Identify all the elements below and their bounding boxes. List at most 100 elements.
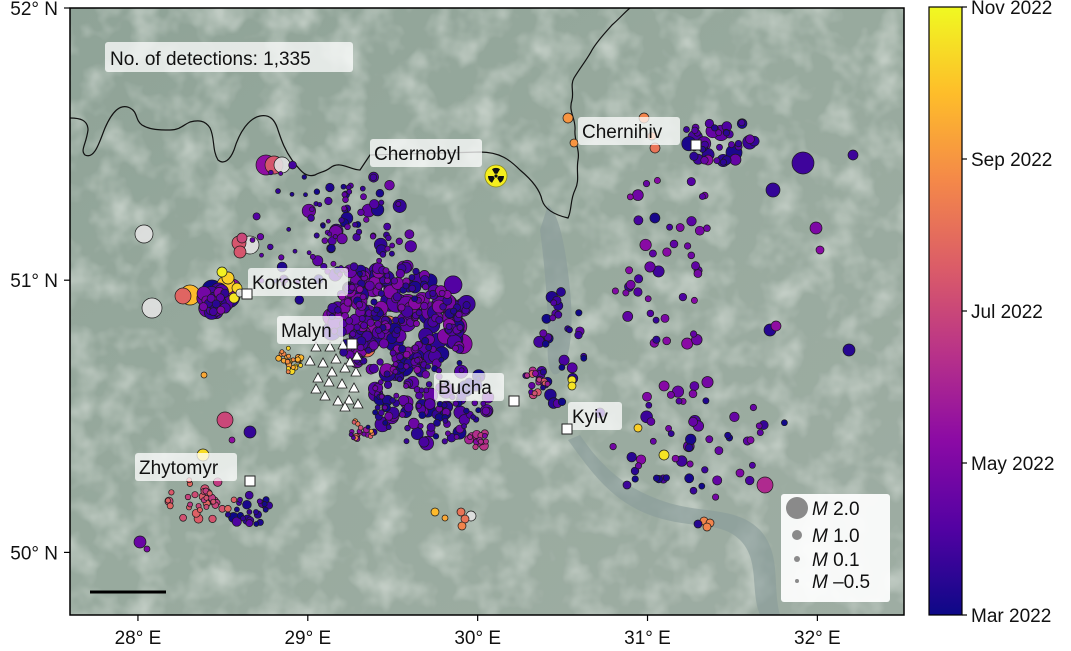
station-triangle-icon	[324, 341, 336, 352]
detection-point	[461, 423, 467, 430]
detection-point	[256, 233, 265, 241]
detection-point	[402, 350, 411, 359]
detection-point	[575, 309, 583, 317]
detection-point	[378, 199, 385, 206]
detection-point	[256, 498, 263, 505]
place-label-text: Chernihiv	[582, 122, 663, 143]
detection-point	[368, 340, 379, 351]
detection-point	[358, 315, 366, 323]
detection-point	[376, 257, 382, 264]
detection-point	[660, 314, 670, 323]
detection-point	[633, 215, 644, 226]
detection-point	[389, 349, 397, 357]
detection-point	[233, 245, 247, 259]
place-bucha: Bucha	[434, 373, 520, 407]
detection-point	[408, 274, 416, 281]
detection-point	[745, 134, 755, 144]
detection-point	[441, 438, 448, 445]
detection-point	[359, 293, 367, 301]
detection-point	[384, 411, 394, 421]
magnitude-marker-icon	[792, 530, 802, 540]
detection-point	[539, 368, 547, 376]
detection-point	[397, 303, 406, 312]
detections-count-box: No. of detections: 1,335	[105, 42, 353, 72]
detection-point	[396, 353, 404, 361]
y-tick-label: 50° N	[10, 543, 58, 564]
detection-point	[278, 254, 285, 261]
detection-point	[688, 389, 698, 399]
detection-point	[554, 310, 563, 319]
place-label-text: Chernobyl	[374, 144, 461, 165]
detection-point	[622, 311, 634, 322]
detection-point	[324, 196, 333, 206]
detection-point	[393, 326, 401, 334]
detection-point	[646, 309, 655, 318]
station-triangle-icon	[332, 395, 344, 406]
detection-point	[690, 296, 698, 304]
detection-point	[693, 519, 703, 529]
detection-point	[686, 460, 694, 468]
detection-point	[745, 475, 755, 486]
detection-point	[541, 340, 550, 348]
detection-point	[402, 282, 410, 290]
detection-point	[344, 223, 351, 231]
detection-point	[360, 321, 368, 330]
detection-point	[246, 509, 253, 515]
detection-point	[438, 356, 445, 363]
detection-point	[630, 466, 640, 476]
detection-point	[396, 376, 403, 383]
detection-point	[330, 260, 337, 267]
detection-point	[141, 297, 163, 319]
detection-point	[684, 473, 695, 484]
detection-point	[253, 521, 260, 527]
detection-point	[294, 295, 304, 305]
detection-point	[417, 423, 424, 429]
detection-point	[418, 411, 426, 419]
detection-point	[689, 381, 700, 391]
detection-point	[540, 384, 546, 391]
detection-point	[349, 262, 359, 271]
detection-point	[225, 511, 231, 518]
detection-point	[230, 496, 238, 503]
detection-point	[724, 431, 732, 439]
detection-point	[372, 409, 379, 416]
detection-point	[395, 237, 403, 245]
detection-point	[456, 507, 466, 517]
detection-point	[340, 183, 347, 190]
detection-point	[683, 126, 690, 133]
detection-point	[375, 326, 383, 334]
detection-point	[686, 177, 696, 187]
detection-point	[320, 223, 326, 229]
legend-label: M –0.5	[812, 572, 870, 593]
detection-point	[216, 266, 228, 278]
detection-point	[549, 314, 557, 322]
detection-point	[678, 292, 688, 302]
city-square-icon	[241, 288, 253, 300]
detection-point	[361, 431, 367, 437]
detection-point	[403, 438, 410, 445]
detection-point	[278, 171, 284, 176]
detection-point	[685, 433, 697, 446]
detection-point	[377, 289, 385, 297]
detection-point	[652, 335, 661, 344]
detection-point	[307, 214, 315, 222]
place-kyiv: Kyiv	[561, 402, 622, 435]
map-area[interactable]	[70, 8, 904, 615]
detection-point	[348, 283, 356, 291]
detection-point	[430, 507, 440, 517]
station-triangle-icon	[352, 398, 364, 409]
detection-point	[653, 177, 661, 184]
detection-point	[435, 367, 442, 374]
legend-item: M –0.5	[795, 572, 870, 593]
detection-point	[273, 156, 291, 174]
city-square-icon	[244, 475, 256, 487]
detection-point	[392, 361, 399, 367]
detection-point	[441, 402, 448, 409]
detection-point	[625, 266, 634, 275]
station-triangle-icon	[323, 376, 335, 387]
detection-point	[398, 317, 405, 324]
detection-point	[236, 232, 248, 244]
colorbar-gradient	[928, 6, 963, 616]
detection-point	[267, 243, 274, 251]
detection-point	[275, 355, 282, 362]
